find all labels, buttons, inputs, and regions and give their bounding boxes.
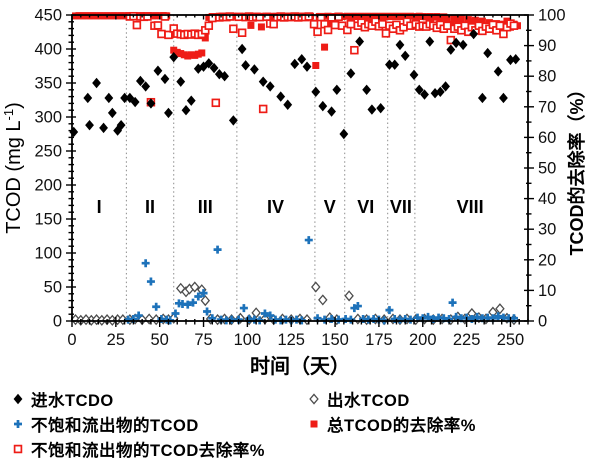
phase-label-V: V: [324, 197, 336, 217]
left-y-axis-title-close: ): [3, 102, 25, 109]
legend-item-unsaturated-effluent-removal: 不饱和流出物的TCOD去除率%: [10, 436, 265, 461]
phase-label-VI: VI: [357, 197, 374, 217]
svg-text:40: 40: [538, 190, 556, 208]
phase-label-VII: VII: [390, 197, 412, 217]
legend-label-effluent-tcod: 出水TCOD: [327, 391, 410, 410]
svg-text:250: 250: [497, 331, 525, 349]
svg-text:70: 70: [538, 98, 556, 116]
svg-text:50: 50: [538, 160, 556, 178]
legend-column-1: 进水TCDO 不饱和流出物的TCOD 不饱和流出物的TCOD去除率%: [10, 386, 265, 461]
svg-text:50: 50: [151, 331, 169, 349]
svg-text:350: 350: [34, 75, 62, 93]
svg-text:75: 75: [194, 331, 212, 349]
svg-text:100: 100: [234, 331, 262, 349]
svg-text:80: 80: [538, 68, 556, 86]
svg-text:300: 300: [34, 109, 62, 127]
series-0: [69, 28, 521, 140]
svg-text:0: 0: [67, 331, 76, 349]
x-axis-title: 时间（天）: [250, 355, 350, 378]
svg-text:150: 150: [321, 331, 349, 349]
svg-text:0: 0: [538, 313, 547, 331]
svg-text:400: 400: [34, 41, 62, 59]
svg-text:450: 450: [34, 7, 62, 25]
phase-label-III: III: [198, 197, 213, 217]
total-tcod-removal-square-icon: [310, 420, 318, 427]
legend-item-unsaturated-effluent-tcod: 不饱和流出物的TCOD: [10, 411, 265, 436]
influent-tcod-diamond-icon: [13, 393, 23, 404]
legend-label-unsaturated-effluent-removal: 不饱和流出物的TCOD去除率%: [31, 441, 265, 460]
svg-text:175: 175: [365, 331, 393, 349]
legend-label-total-tcod-removal: 总TCOD的去除率%: [327, 416, 476, 435]
svg-text:10: 10: [538, 282, 556, 300]
tcod-scatter-plot: 0 25 50 75 100 125 150 175 200 225 250050100150200…: [1, 7, 587, 379]
right-y-axis-title: TCOD的去除率（%）: [566, 81, 587, 256]
left-y-axis-title-main: TCOD (mg L: [3, 120, 25, 233]
svg-text:200: 200: [409, 331, 437, 349]
svg-text:125: 125: [277, 331, 305, 349]
phase-boundary-lines: [125, 15, 416, 321]
legend: 进水TCDO 不饱和流出物的TCOD 不饱和流出物的TCOD去除率% 出水TCO…: [0, 386, 600, 462]
svg-text:100: 100: [34, 245, 62, 263]
svg-text:60: 60: [538, 129, 556, 147]
svg-text:200: 200: [34, 177, 62, 195]
svg-text:150: 150: [34, 211, 62, 229]
data-points-layer: [69, 11, 521, 326]
legend-item-effluent-tcod: 出水TCOD: [306, 386, 476, 411]
legend-item-influent-tcod: 进水TCDO: [10, 386, 265, 411]
svg-text:250: 250: [34, 143, 62, 161]
unsaturated-effluent-tcod-plus-icon: [14, 419, 22, 428]
legend-label-unsaturated-effluent-tcod: 不饱和流出物的TCOD: [31, 416, 199, 435]
effluent-tcod-diamond-icon: [309, 392, 319, 405]
legend-column-2: 出水TCOD 总TCOD的去除率%: [306, 386, 476, 436]
left-y-axis-title-superscript: -1: [1, 109, 16, 121]
series-2: [124, 236, 518, 325]
svg-text:225: 225: [453, 331, 481, 349]
phase-label-I: I: [97, 197, 102, 217]
svg-text:50: 50: [44, 279, 62, 297]
svg-text:90: 90: [538, 37, 556, 55]
left-y-axis-title: TCOD (mg L-1): [1, 102, 25, 234]
axis-ticks-and-labels: 0 25 50 75 100 125 150 175 200 225 250050100150200…: [34, 7, 565, 350]
phase-label-II: II: [145, 197, 155, 217]
svg-text:0: 0: [53, 313, 62, 331]
svg-text:100: 100: [538, 7, 566, 25]
svg-text:20: 20: [538, 251, 556, 269]
phase-labels: I II III IV V VI VII VIII: [97, 197, 484, 217]
legend-label-influent-tcod: 进水TCDO: [31, 391, 114, 410]
svg-text:25: 25: [107, 331, 125, 349]
series-4: [125, 11, 519, 114]
phase-label-IV: IV: [267, 197, 284, 217]
unsaturated-effluent-removal-square-icon: [13, 444, 23, 453]
phase-label-VIII: VIII: [457, 197, 484, 217]
svg-text:30: 30: [538, 221, 556, 239]
legend-item-total-tcod-removal: 总TCOD的去除率%: [306, 411, 476, 436]
